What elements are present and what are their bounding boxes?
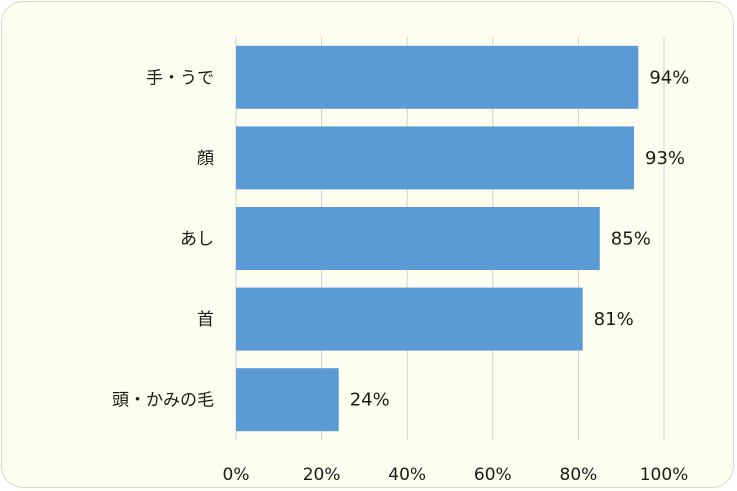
x-tick-label: 40% <box>388 465 426 485</box>
x-tick-label: 0% <box>223 465 250 485</box>
data-label: 94% <box>649 67 689 88</box>
bar <box>236 287 583 351</box>
data-label: 85% <box>611 229 651 250</box>
x-tick-label: 60% <box>474 465 512 485</box>
category-label: あし <box>180 230 214 250</box>
category-label: 頭・かみの毛 <box>112 391 214 411</box>
x-tick-label: 100% <box>640 465 689 485</box>
x-tick-label: 20% <box>303 465 341 485</box>
x-tick-label: 80% <box>560 465 598 485</box>
data-label: 93% <box>645 148 685 169</box>
x-tick-labels: 0% 20% 40% 60% 80% 100% <box>223 465 689 485</box>
bar <box>236 368 339 432</box>
category-label: 顔 <box>197 149 214 169</box>
data-label: 81% <box>594 309 634 330</box>
bar <box>236 126 635 190</box>
data-labels: 94% 93% 85% 81% 24% <box>350 67 690 410</box>
category-label: 手・うで <box>146 68 214 88</box>
bar <box>236 45 639 109</box>
data-label: 24% <box>350 390 390 411</box>
category-label: 首 <box>197 310 214 330</box>
bars <box>236 45 639 432</box>
bar <box>236 207 600 270</box>
